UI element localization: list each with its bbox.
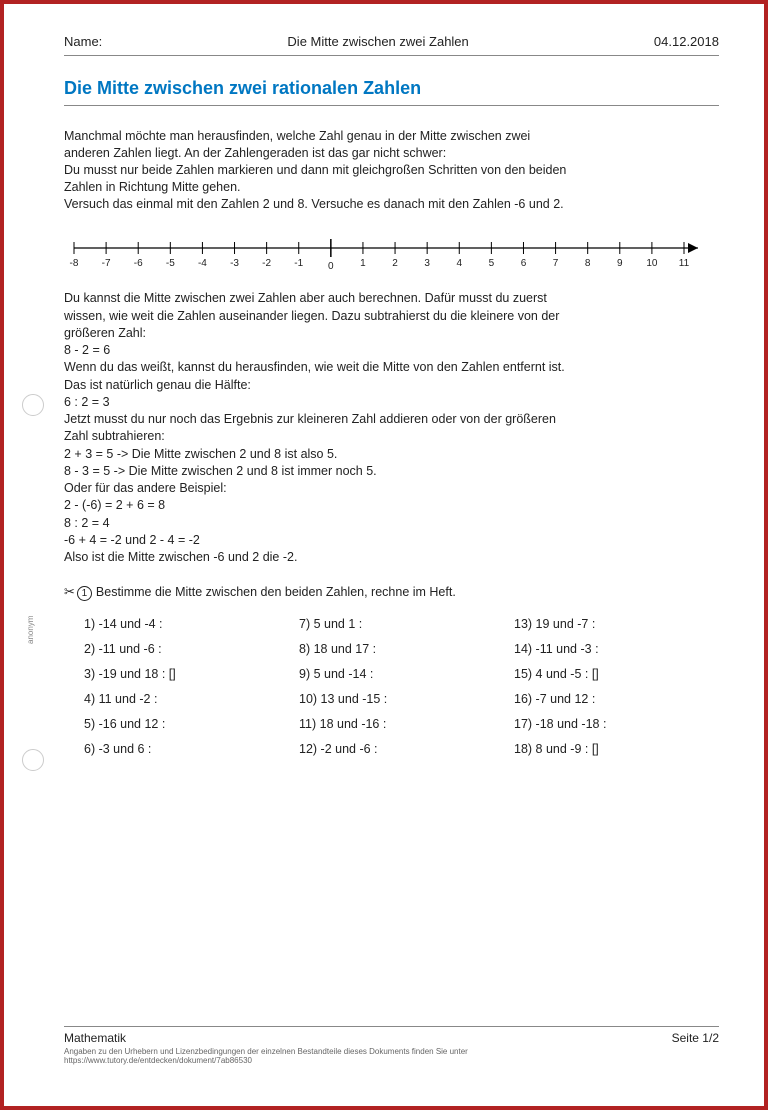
problem-item: 13) 19 und -7 : — [514, 617, 719, 631]
problem-item: 9) 5 und -14 : — [299, 667, 504, 681]
problem-item: 2) -11 und -6 : — [84, 642, 289, 656]
intro-line: Zahlen in Richtung Mitte gehen. — [64, 179, 719, 196]
task-text: Bestimme die Mitte zwischen den beiden Z… — [96, 585, 456, 599]
punch-hole — [22, 749, 44, 771]
explain-line: -6 + 4 = -2 und 2 - 4 = -2 — [64, 532, 719, 549]
punch-hole — [22, 394, 44, 416]
intro-line: Versuch das einmal mit den Zahlen 2 und … — [64, 196, 719, 213]
problem-item: 7) 5 und 1 : — [299, 617, 504, 631]
svg-text:-6: -6 — [134, 258, 143, 269]
scissors-icon: ✂ — [64, 584, 75, 599]
problems-column: 13) 19 und -7 : 14) -11 und -3 : 15) 4 u… — [514, 617, 719, 756]
problems-column: 1) -14 und -4 : 2) -11 und -6 : 3) -19 u… — [84, 617, 289, 756]
footer-page: Seite 1/2 — [672, 1031, 719, 1045]
svg-text:8: 8 — [585, 258, 591, 269]
problem-item: 4) 11 und -2 : — [84, 692, 289, 706]
svg-text:4: 4 — [456, 258, 462, 269]
footer-attribution: Angaben zu den Urhebern und Lizenzbeding… — [64, 1047, 719, 1066]
task-number-circle: 1 — [77, 586, 92, 601]
explain-line: wissen, wie weit die Zahlen auseinander … — [64, 308, 719, 325]
problem-item: 6) -3 und 6 : — [84, 742, 289, 756]
explain-line: 8 : 2 = 4 — [64, 515, 719, 532]
explain-line: 2 + 3 = 5 -> Die Mitte zwischen 2 und 8 … — [64, 446, 719, 463]
worksheet-page: Name: Die Mitte zwischen zwei Zahlen 04.… — [64, 34, 719, 1076]
explain-line: Oder für das andere Beispiel: — [64, 480, 719, 497]
svg-text:5: 5 — [489, 258, 495, 269]
svg-text:7: 7 — [553, 258, 559, 269]
svg-text:3: 3 — [424, 258, 430, 269]
explain-line: 6 : 2 = 3 — [64, 394, 719, 411]
problem-item: 8) 18 und 17 : — [299, 642, 504, 656]
side-watermark: anonym — [26, 616, 35, 644]
svg-text:-7: -7 — [102, 258, 111, 269]
explain-line: Zahl subtrahieren: — [64, 428, 719, 445]
problems-column: 7) 5 und 1 : 8) 18 und 17 : 9) 5 und -14… — [299, 617, 504, 756]
problem-item: 18) 8 und -9 : [] — [514, 742, 719, 756]
svg-text:-5: -5 — [166, 258, 175, 269]
explain-line: 2 - (-6) = 2 + 6 = 8 — [64, 497, 719, 514]
problem-item: 5) -16 und 12 : — [84, 717, 289, 731]
footer-subject: Mathematik — [64, 1031, 126, 1045]
problem-item: 14) -11 und -3 : — [514, 642, 719, 656]
svg-text:-2: -2 — [262, 258, 271, 269]
explain-line: 8 - 2 = 6 — [64, 342, 719, 359]
explain-line: Jetzt musst du nur noch das Ergebnis zur… — [64, 411, 719, 428]
task-heading: ✂1 Bestimme die Mitte zwischen den beiden… — [64, 584, 719, 600]
svg-text:-3: -3 — [230, 258, 239, 269]
problem-item: 1) -14 und -4 : — [84, 617, 289, 631]
explain-line: Wenn du das weißt, kannst du herausfinde… — [64, 359, 719, 376]
svg-text:-4: -4 — [198, 258, 207, 269]
problem-item: 17) -18 und -18 : — [514, 717, 719, 731]
page-footer: Mathematik Seite 1/2 Angaben zu den Urhe… — [64, 1026, 719, 1066]
svg-text:0: 0 — [328, 261, 334, 272]
svg-text:6: 6 — [521, 258, 527, 269]
explain-line: Das ist natürlich genau die Hälfte: — [64, 377, 719, 394]
header-title: Die Mitte zwischen zwei Zahlen — [287, 34, 468, 49]
problem-item: 11) 18 und -16 : — [299, 717, 504, 731]
page-header: Name: Die Mitte zwischen zwei Zahlen 04.… — [64, 34, 719, 56]
number-line-svg: -8 -7 -6 -5 -4 -3 -2 -1 0 1 2 3 4 5 6 7 8 9 10 11 — [64, 230, 704, 280]
explain-line: Also ist die Mitte zwischen -6 und 2 die… — [64, 549, 719, 566]
intro-paragraph: Manchmal möchte man herausfinden, welche… — [64, 128, 719, 212]
number-line: -8 -7 -6 -5 -4 -3 -2 -1 0 1 2 3 4 5 6 7 8 9 10 11 — [64, 230, 719, 280]
problem-item: 10) 13 und -15 : — [299, 692, 504, 706]
explain-line: Du kannst die Mitte zwischen zwei Zahlen… — [64, 290, 719, 307]
main-title: Die Mitte zwischen zwei rationalen Zahle… — [64, 78, 719, 106]
intro-line: anderen Zahlen liegt. An der Zahlengerad… — [64, 145, 719, 162]
problem-item: 16) -7 und 12 : — [514, 692, 719, 706]
explain-line: 8 - 3 = 5 -> Die Mitte zwischen 2 und 8 … — [64, 463, 719, 480]
intro-line: Du musst nur beide Zahlen markieren und … — [64, 162, 719, 179]
explanation-paragraph: Du kannst die Mitte zwischen zwei Zahlen… — [64, 290, 719, 566]
problems-grid: 1) -14 und -4 : 2) -11 und -6 : 3) -19 u… — [64, 617, 719, 756]
svg-text:10: 10 — [646, 258, 658, 269]
problem-item: 3) -19 und 18 : [] — [84, 667, 289, 681]
name-label: Name: — [64, 34, 102, 49]
problem-item: 12) -2 und -6 : — [299, 742, 504, 756]
svg-text:1: 1 — [360, 258, 366, 269]
svg-text:9: 9 — [617, 258, 623, 269]
svg-text:-8: -8 — [70, 258, 79, 269]
svg-text:11: 11 — [679, 258, 690, 269]
svg-text:-1: -1 — [294, 258, 303, 269]
problem-item: 15) 4 und -5 : [] — [514, 667, 719, 681]
svg-text:2: 2 — [392, 258, 398, 269]
intro-line: Manchmal möchte man herausfinden, welche… — [64, 128, 719, 145]
explain-line: größeren Zahl: — [64, 325, 719, 342]
header-date: 04.12.2018 — [654, 34, 719, 49]
